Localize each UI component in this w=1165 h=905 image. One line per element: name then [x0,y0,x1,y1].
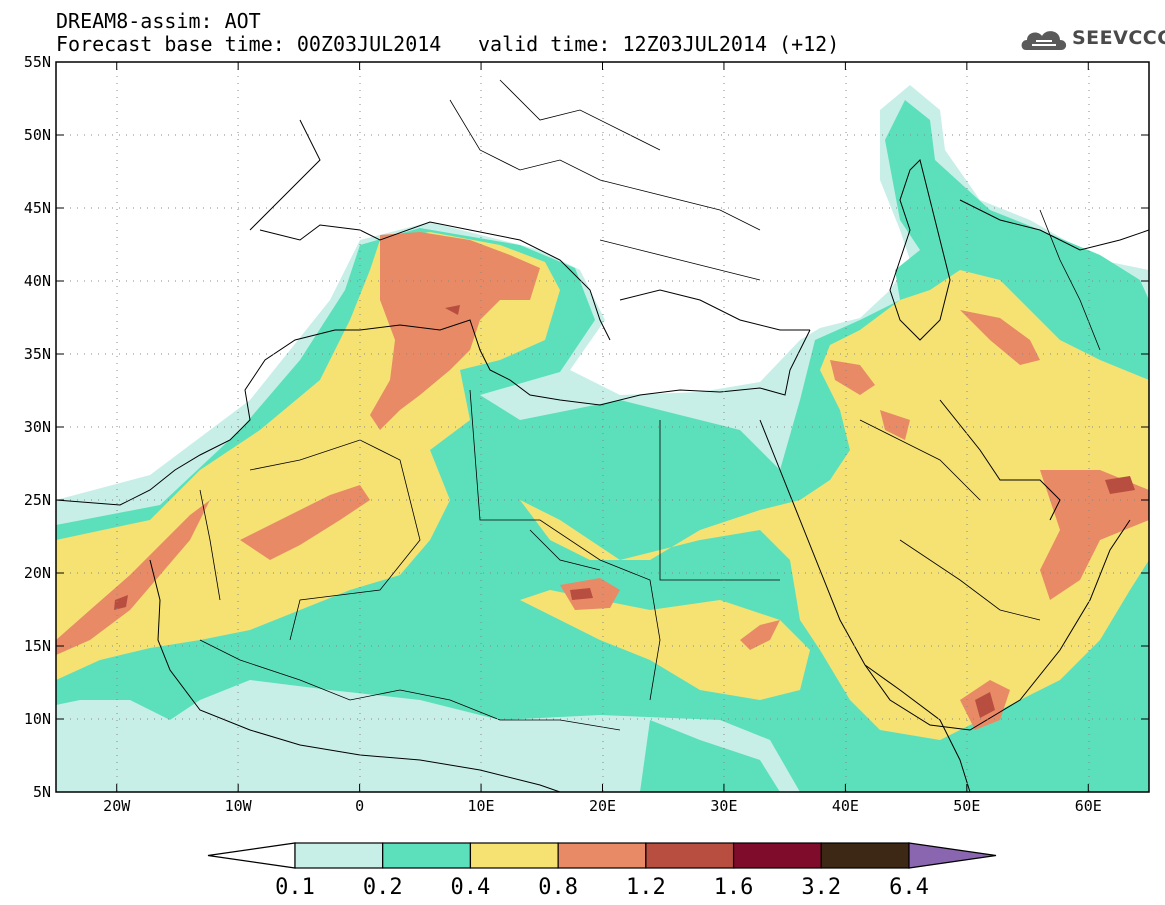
cloud-icon [1021,31,1067,50]
colorbar-label: 1.6 [714,875,754,900]
y-tick-label: 55N [24,53,51,71]
y-tick-label: 10N [24,710,51,728]
map-title: DREAM8-assim: AOT [56,9,261,33]
colorbar-box [469,842,559,869]
x-tick-label: 50E [953,797,980,815]
y-tick-label: 50N [24,126,51,144]
base-time: Forecast base time: 00Z03JUL2014 [56,32,442,56]
colorbar-overflow [908,842,997,869]
y-tick-label: 20N [24,564,51,582]
y-tick-label: 35N [24,345,51,363]
x-tick-label: 20W [103,797,131,815]
x-tick-label: 0 [355,797,364,815]
aot-level-1-2 [114,305,1135,718]
y-axis: 5N 10N 15N 20N 25N 30N 35N 40N 45N 50N 55N [24,53,1149,801]
y-tick-label: 30N [24,418,51,436]
colorbar-label: 6.4 [889,875,929,900]
x-tick-label: 10W [225,797,253,815]
colorbar-box [732,842,822,869]
colorbar-box [382,842,472,869]
x-tick-label: 20E [589,797,616,815]
map-field [56,62,1149,792]
x-axis: 20W 10W 0 10E 20E 30E 40E 50E 60E [103,62,1102,815]
x-tick-label: 60E [1075,797,1102,815]
y-tick-label: 40N [24,272,51,290]
colorbar-label: 0.2 [363,875,403,900]
colorbar-box [557,842,647,869]
x-tick-label: 40E [832,797,859,815]
colorbar: 0.1 0.2 0.4 0.8 1.2 1.6 3.2 6.4 [207,842,997,900]
colorbar-underflow [207,842,296,869]
colorbar-label: 0.4 [451,875,491,900]
colorbar-box [645,842,735,869]
colorbar-label: 3.2 [801,875,841,900]
colorbar-box [294,842,384,869]
y-tick-label: 45N [24,199,51,217]
graticule [56,62,1149,792]
colorbar-label: 1.2 [626,875,666,900]
colorbar-label: 0.8 [538,875,578,900]
x-tick-label: 30E [710,797,737,815]
logo-text: SEEVCCC [1072,27,1165,49]
y-tick-label: 5N [33,783,51,801]
borders [199,79,1101,731]
x-tick-label: 10E [468,797,495,815]
colorbar-box [820,842,910,869]
coastlines [56,119,1149,792]
valid-time: valid time: 12Z03JUL2014 (+12) [478,32,840,56]
y-tick-label: 15N [24,637,51,655]
colorbar-label: 0.1 [275,875,315,900]
y-tick-label: 25N [24,491,51,509]
forecast-time-line: Forecast base time: 00Z03JUL2014 valid ti… [56,32,839,56]
